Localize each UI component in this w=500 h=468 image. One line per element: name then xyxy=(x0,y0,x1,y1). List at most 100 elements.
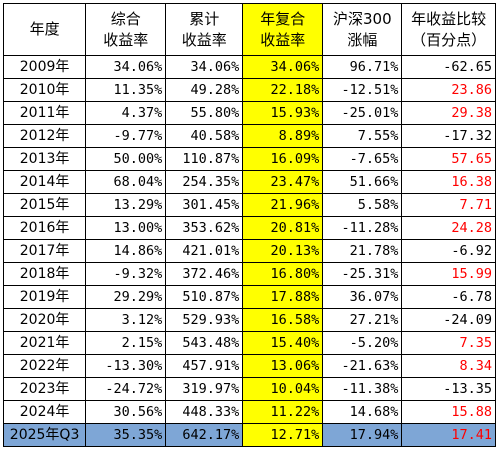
cell-annualized-return: 22.18% xyxy=(242,78,324,102)
cell-return-comparison: -24.09 xyxy=(401,308,496,332)
cell-return-comparison: -6.92 xyxy=(401,239,496,263)
table-row: 2009年 34.06% 34.06% 34.06% 96.71% -62.65 xyxy=(2,55,496,79)
cell-composite-return: 4.37% xyxy=(85,101,167,125)
cell-year: 2024年 xyxy=(2,400,87,424)
cell-year: 2012年 xyxy=(2,124,87,148)
cell-annualized-return: 23.47% xyxy=(242,170,324,194)
cell-annualized-return: 15.93% xyxy=(242,101,324,125)
table-row: 2019年 29.29% 510.87% 17.88% 36.07% -6.78 xyxy=(2,285,496,309)
cell-year: 2015年 xyxy=(2,193,87,217)
cell-year: 2016年 xyxy=(2,216,87,240)
cell-annualized-return: 20.81% xyxy=(242,216,324,240)
table-row: 2021年 2.15% 543.48% 15.40% -5.20% 7.35 xyxy=(2,331,496,355)
cell-hs300-change: -21.63% xyxy=(322,354,403,378)
cell-cumulative-return: 110.87% xyxy=(165,147,244,171)
cell-cumulative-return: 642.17% xyxy=(165,423,244,447)
cell-composite-return: 35.35% xyxy=(85,423,167,447)
cell-return-comparison: -6.78 xyxy=(401,285,496,309)
cell-composite-return: 13.00% xyxy=(85,216,167,240)
returns-table-container: 年度 综合 收益率 累计 收益率 年复合 收益率 沪深300 涨幅 年收益比较 … xyxy=(2,3,496,465)
cell-return-comparison: 8.34 xyxy=(401,354,496,378)
cell-hs300-change: 51.66% xyxy=(322,170,403,194)
cell-composite-return: 50.00% xyxy=(85,147,167,171)
cell-hs300-change: -25.31% xyxy=(322,262,403,286)
header-year: 年度 xyxy=(2,3,87,56)
table-row: 2018年 -9.32% 372.46% 16.80% -25.31% 15.99 xyxy=(2,262,496,286)
cell-return-comparison: 15.88 xyxy=(401,400,496,424)
header-hs300-change: 沪深300 涨幅 xyxy=(322,3,403,56)
cell-hs300-change: 7.55% xyxy=(322,124,403,148)
cell-year: 2013年 xyxy=(2,147,87,171)
cell-year: 2023年 xyxy=(2,377,87,401)
cell-annualized-return: 16.58% xyxy=(242,308,324,332)
cell-cumulative-return: 543.48% xyxy=(165,331,244,355)
cell-hs300-change: -11.28% xyxy=(322,216,403,240)
cell-return-comparison: 24.28 xyxy=(401,216,496,240)
cell-year: 2010年 xyxy=(2,78,87,102)
cell-return-comparison: 15.99 xyxy=(401,262,496,286)
cell-year: 2014年 xyxy=(2,170,87,194)
cell-return-comparison: -62.65 xyxy=(401,55,496,79)
cell-year: 2017年 xyxy=(2,239,87,263)
cell-year: 2020年 xyxy=(2,308,87,332)
table-row: 2012年 -9.77% 40.58% 8.89% 7.55% -17.32 xyxy=(2,124,496,148)
cell-hs300-change: 14.68% xyxy=(322,400,403,424)
table-row: 2017年 14.86% 421.01% 20.13% 21.78% -6.92 xyxy=(2,239,496,263)
header-cumulative-return: 累计 收益率 xyxy=(165,3,244,56)
cell-annualized-return: 16.80% xyxy=(242,262,324,286)
cell-hs300-change: 21.78% xyxy=(322,239,403,263)
cell-composite-return: 34.06% xyxy=(85,55,167,79)
cell-year: 2021年 xyxy=(2,331,87,355)
cell-annualized-return: 8.89% xyxy=(242,124,324,148)
table-row: 2016年 13.00% 353.62% 20.81% -11.28% 24.28 xyxy=(2,216,496,240)
table-row: 2023年 -24.72% 319.97% 10.04% -11.38% -13.35 xyxy=(2,377,496,401)
table-row: 2020年 3.12% 529.93% 16.58% 27.21% -24.09 xyxy=(2,308,496,332)
cell-cumulative-return: 34.06% xyxy=(165,55,244,79)
cell-year: 2018年 xyxy=(2,262,87,286)
cell-cumulative-return: 457.91% xyxy=(165,354,244,378)
cell-cumulative-return: 319.97% xyxy=(165,377,244,401)
cell-hs300-change: -12.51% xyxy=(322,78,403,102)
header-return-comparison: 年收益比较 （百分点） xyxy=(401,3,496,56)
table-row: 2015年 13.29% 301.45% 21.96% 5.58% 7.71 xyxy=(2,193,496,217)
cell-annualized-return: 12.71% xyxy=(242,423,324,447)
cell-hs300-change: 36.07% xyxy=(322,285,403,309)
cell-annualized-return: 11.22% xyxy=(242,400,324,424)
cell-cumulative-return: 40.58% xyxy=(165,124,244,148)
cell-annualized-return: 13.06% xyxy=(242,354,324,378)
cell-hs300-change: -11.38% xyxy=(322,377,403,401)
table-row: 2025年Q3 35.35% 642.17% 12.71% 17.94% 17.41 xyxy=(2,423,496,447)
header-composite-return: 综合 收益率 xyxy=(85,3,167,56)
cell-composite-return: -9.77% xyxy=(85,124,167,148)
cell-year: 2025年Q3 xyxy=(2,423,87,447)
table-header-row: 年度 综合 收益率 累计 收益率 年复合 收益率 沪深300 涨幅 年收益比较 … xyxy=(2,3,496,56)
cell-return-comparison: 23.86 xyxy=(401,78,496,102)
cell-return-comparison: 16.38 xyxy=(401,170,496,194)
cell-annualized-return: 34.06% xyxy=(242,55,324,79)
cell-annualized-return: 20.13% xyxy=(242,239,324,263)
cell-cumulative-return: 301.45% xyxy=(165,193,244,217)
cell-composite-return: -9.32% xyxy=(85,262,167,286)
cell-hs300-change: 27.21% xyxy=(322,308,403,332)
table-row: 2022年 -13.30% 457.91% 13.06% -21.63% 8.34 xyxy=(2,354,496,378)
cell-cumulative-return: 510.87% xyxy=(165,285,244,309)
table-row: 2013年 50.00% 110.87% 16.09% -7.65% 57.65 xyxy=(2,147,496,171)
cell-cumulative-return: 353.62% xyxy=(165,216,244,240)
cell-return-comparison: 57.65 xyxy=(401,147,496,171)
cell-composite-return: 3.12% xyxy=(85,308,167,332)
table-row: 2011年 4.37% 55.80% 15.93% -25.01% 29.38 xyxy=(2,101,496,125)
cell-hs300-change: -7.65% xyxy=(322,147,403,171)
cell-year: 2009年 xyxy=(2,55,87,79)
cell-cumulative-return: 529.93% xyxy=(165,308,244,332)
cell-hs300-change: 96.71% xyxy=(322,55,403,79)
cell-composite-return: 29.29% xyxy=(85,285,167,309)
cell-annualized-return: 10.04% xyxy=(242,377,324,401)
cell-cumulative-return: 421.01% xyxy=(165,239,244,263)
cell-annualized-return: 15.40% xyxy=(242,331,324,355)
cell-cumulative-return: 448.33% xyxy=(165,400,244,424)
table-row: 2024年 30.56% 448.33% 11.22% 14.68% 15.88 xyxy=(2,400,496,424)
cell-composite-return: 11.35% xyxy=(85,78,167,102)
cell-hs300-change: -25.01% xyxy=(322,101,403,125)
cell-return-comparison: 17.41 xyxy=(401,423,496,447)
cell-hs300-change: 17.94% xyxy=(322,423,403,447)
